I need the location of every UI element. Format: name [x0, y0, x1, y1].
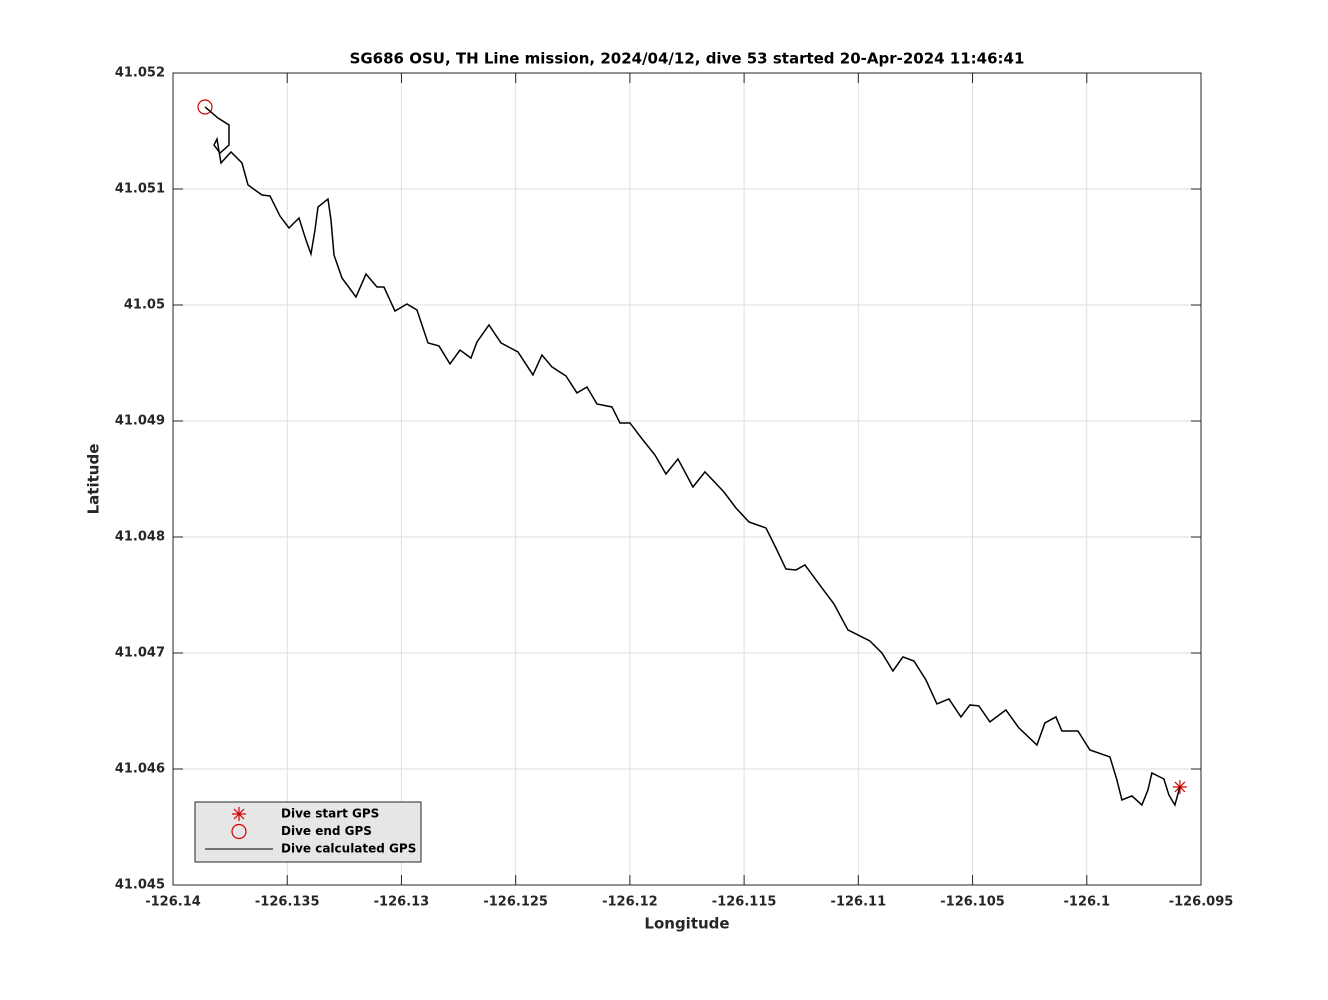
chart-title: SG686 OSU, TH Line mission, 2024/04/12, … — [350, 50, 1025, 68]
x-tick-label: -126.12 — [602, 895, 658, 910]
axes-box — [172, 72, 1202, 886]
start-marker — [1172, 779, 1187, 794]
y-tick-label: 41.046 — [115, 762, 165, 777]
y-tick-label: 41.051 — [115, 182, 165, 197]
x-tick-label: -126.11 — [831, 895, 887, 910]
y-tick-label: 41.052 — [115, 66, 165, 81]
legend-marker — [231, 823, 247, 840]
x-tick-label: -126.135 — [255, 895, 320, 910]
x-axis-label: Longitude — [644, 915, 729, 933]
legend: Dive start GPS Dive end GPS Dive calculate… — [194, 801, 422, 863]
plot-area — [197, 99, 1187, 807]
legend-label: Dive calculated GPS — [281, 842, 416, 856]
legend-label: Dive start GPS — [281, 807, 379, 821]
x-tick-label: -126.13 — [374, 895, 430, 910]
y-tick-label: 41.049 — [115, 414, 165, 429]
legend-label: Dive end GPS — [281, 824, 372, 838]
x-tick-label: -126.095 — [1169, 895, 1234, 910]
y-tick-label: 41.047 — [115, 646, 165, 661]
y-axis-label: Latitude — [85, 444, 103, 515]
legend-marker — [232, 807, 246, 821]
y-tick-label: 41.045 — [115, 878, 165, 893]
track-line — [204, 106, 1181, 807]
x-tick-label: -126.1 — [1064, 895, 1111, 910]
y-tick-label: 41.048 — [115, 530, 165, 545]
legend-box — [194, 801, 422, 863]
x-tick-label: -126.105 — [940, 895, 1005, 910]
x-tick-label: -126.115 — [712, 895, 777, 910]
end-marker — [197, 99, 213, 115]
y-tick-label: 41.05 — [124, 298, 165, 313]
x-tick-label: -126.14 — [145, 895, 201, 910]
x-tick-label: -126.125 — [483, 895, 548, 910]
